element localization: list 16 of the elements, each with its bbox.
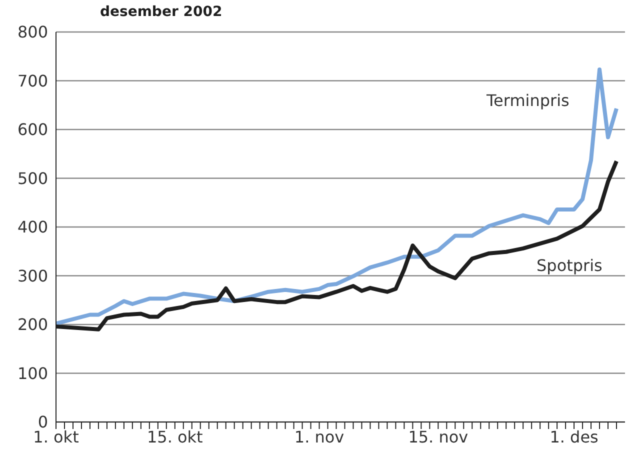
y-tick-label: 600 xyxy=(17,120,48,140)
x-tick-label: 1. nov xyxy=(294,427,344,446)
x-tick-label: 15. okt xyxy=(146,427,203,446)
series-label: Spotpris xyxy=(536,256,602,276)
series-label: Terminpris xyxy=(486,90,570,110)
y-tick-label: 300 xyxy=(17,266,48,286)
y-tick-label: 200 xyxy=(17,315,48,334)
chart-title: desember 2002 xyxy=(100,4,222,20)
y-tick-label: 700 xyxy=(17,71,48,90)
y-tick-label: 500 xyxy=(17,168,48,188)
line-series xyxy=(56,68,619,326)
x-tick-label: 15. nov xyxy=(408,427,468,446)
x-tick-label: 1. des xyxy=(550,427,598,446)
y-tick-label: 100 xyxy=(17,364,48,383)
y-tick-label: 400 xyxy=(17,218,48,237)
y-tick-label: 800 xyxy=(17,22,48,42)
